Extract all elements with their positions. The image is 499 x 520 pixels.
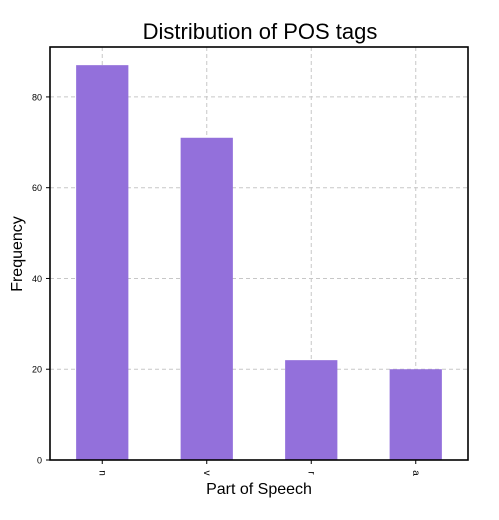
y-tick-label: 60 — [32, 183, 42, 193]
bar-r — [285, 360, 338, 460]
bar-n — [76, 65, 129, 461]
x-tick-label: v — [201, 471, 212, 476]
y-tick-label: 40 — [32, 274, 42, 284]
x-tick-label: a — [410, 470, 421, 476]
plot-frame — [49, 46, 469, 461]
bar-v — [180, 137, 233, 460]
y-tick-label: 80 — [32, 92, 42, 102]
y-tick-label: 20 — [32, 365, 42, 375]
x-tick-label: r — [305, 471, 316, 475]
chart-title: Distribution of POS tags — [143, 19, 378, 44]
x-axis-label: Part of Speech — [206, 481, 312, 498]
bar-a — [389, 369, 442, 460]
ticks-layer: 0 20 40 60 80 n v r a — [32, 92, 421, 476]
bars-layer — [76, 65, 442, 461]
x-tick-label: n — [96, 470, 107, 476]
axes-layer — [49, 46, 469, 461]
y-axis-label: Frequency — [9, 216, 26, 292]
y-tick-label: 0 — [37, 456, 42, 466]
